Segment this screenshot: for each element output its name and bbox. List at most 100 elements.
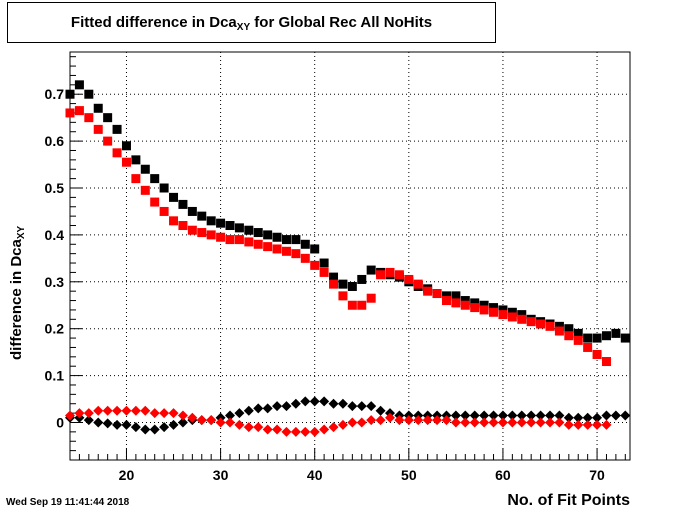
data-point-square: [300, 253, 310, 263]
data-point-square: [140, 164, 150, 174]
data-point-diamond: [102, 405, 113, 416]
data-point-diamond: [601, 410, 612, 421]
data-point-diamond: [488, 417, 499, 428]
data-point-diamond: [366, 401, 377, 412]
data-point-square: [564, 331, 574, 341]
data-point-square: [206, 230, 216, 240]
data-point-square: [291, 235, 301, 245]
data-point-diamond: [535, 417, 546, 428]
data-point-square: [244, 225, 254, 235]
data-point-diamond: [177, 410, 188, 421]
data-point-square: [479, 305, 489, 315]
data-point-diamond: [272, 401, 283, 412]
x-axis-label: No. of Fit Points: [507, 492, 630, 509]
data-point-square: [357, 300, 367, 310]
data-point-square: [121, 141, 131, 151]
data-point-square: [178, 221, 188, 231]
data-point-diamond: [300, 426, 311, 437]
data-point-diamond: [159, 422, 170, 433]
data-point-diamond: [554, 417, 565, 428]
x-tick-label: 50: [401, 467, 417, 483]
data-point-square: [253, 239, 263, 249]
y-tick-label: 0.5: [45, 180, 65, 196]
data-point-diamond: [102, 418, 113, 429]
data-point-diamond: [168, 408, 179, 419]
data-point-square: [545, 321, 555, 331]
data-point-square: [583, 342, 593, 352]
data-point-square: [216, 218, 226, 228]
data-point-square: [65, 108, 75, 118]
x-tick-label: 20: [119, 467, 135, 483]
data-point-diamond: [168, 419, 179, 430]
data-point-square: [498, 310, 508, 320]
data-point-diamond: [74, 408, 85, 419]
data-point-square: [394, 270, 404, 280]
data-point-square: [376, 270, 386, 280]
data-point-square: [404, 274, 414, 284]
data-point-diamond: [243, 405, 254, 416]
data-point-square: [573, 335, 583, 345]
data-point-square: [451, 298, 461, 308]
marker-layer: [65, 80, 631, 437]
data-point-diamond: [366, 415, 377, 426]
data-point-diamond: [187, 412, 198, 423]
data-point-diamond: [281, 426, 292, 437]
data-point-diamond: [83, 415, 94, 426]
data-point-diamond: [460, 417, 471, 428]
y-tick-label: 0.1: [45, 368, 65, 384]
data-point-square: [84, 113, 94, 123]
data-point-diamond: [488, 410, 499, 421]
data-point-diamond: [450, 410, 461, 421]
data-point-diamond: [253, 403, 264, 414]
data-point-square: [319, 267, 329, 277]
data-point-square: [413, 279, 423, 289]
data-point-diamond: [93, 405, 104, 416]
data-point-square: [225, 235, 235, 245]
data-point-diamond: [225, 410, 235, 421]
data-point-square: [197, 211, 207, 221]
data-point-square: [460, 300, 470, 310]
data-point-square: [216, 232, 226, 242]
title-suffix: for Global Rec All NoHits: [250, 14, 433, 31]
data-point-square: [93, 124, 103, 134]
data-point-diamond: [573, 412, 584, 423]
data-point-square: [291, 249, 301, 259]
data-point-diamond: [272, 424, 283, 435]
data-point-square: [234, 223, 244, 233]
data-point-square: [507, 312, 517, 322]
data-point-diamond: [112, 419, 123, 430]
data-point-diamond: [479, 410, 490, 421]
grid-layer: [70, 52, 630, 460]
data-point-diamond: [610, 410, 621, 421]
data-point-square: [507, 307, 517, 317]
data-point-diamond: [262, 403, 273, 414]
data-point-diamond: [337, 419, 348, 430]
data-point-square: [347, 281, 357, 291]
data-point-diamond: [516, 410, 527, 421]
data-point-square: [489, 303, 499, 313]
data-point-diamond: [234, 408, 245, 419]
data-point-square: [517, 314, 527, 324]
timestamp: Wed Sep 19 11:41:44 2018: [6, 497, 130, 508]
data-point-diamond: [497, 410, 508, 421]
data-point-square: [300, 239, 310, 249]
data-point-diamond: [441, 415, 452, 426]
data-point-square: [178, 199, 188, 209]
data-point-square: [423, 286, 433, 296]
data-point-square: [281, 246, 291, 256]
data-point-square: [554, 326, 564, 336]
data-point-square: [103, 136, 113, 146]
data-point-diamond: [196, 415, 207, 426]
data-point-diamond: [290, 426, 301, 437]
data-point-diamond: [121, 419, 132, 430]
data-point-square: [159, 183, 169, 193]
data-point-diamond: [65, 410, 75, 421]
data-point-square: [74, 106, 84, 116]
data-point-diamond: [215, 417, 226, 428]
data-point-diamond: [112, 405, 123, 416]
data-point-diamond: [130, 422, 141, 433]
data-point-diamond: [554, 410, 565, 421]
data-point-diamond: [83, 408, 94, 419]
data-point-diamond: [375, 405, 386, 416]
